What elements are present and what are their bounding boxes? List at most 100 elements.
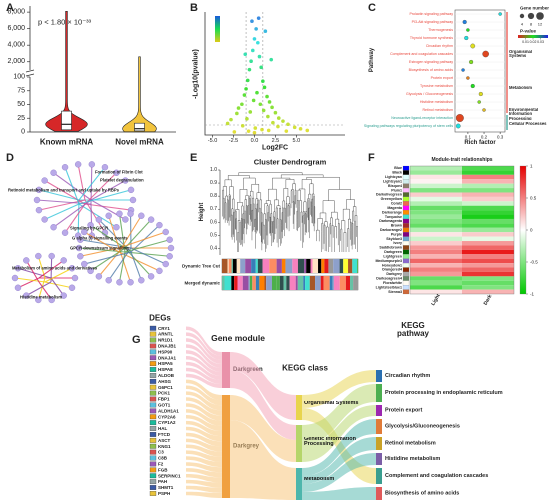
module-swatch <box>402 249 410 255</box>
heat-cell <box>462 276 514 281</box>
color-bar-segment <box>303 276 306 290</box>
row-label: Magenta <box>387 206 403 210</box>
color-bar-segment <box>297 276 304 290</box>
color-bar-segment <box>289 276 296 290</box>
module-swatch <box>402 187 410 193</box>
gene-label: CYP2A6 <box>158 414 176 419</box>
row-label: Dynamic Tree Cut <box>182 264 221 269</box>
gene-box <box>149 414 157 420</box>
sankey-flow <box>186 332 222 360</box>
row-label: Darkorange <box>382 210 402 214</box>
network-edge <box>84 203 132 211</box>
sankey-flow <box>186 438 222 452</box>
network-node <box>81 260 88 268</box>
sankey-flow <box>186 456 222 468</box>
gene-label: F2 <box>158 462 164 467</box>
color-bar-segment <box>252 276 256 290</box>
sankey-flow <box>302 370 376 408</box>
y-tick-label: 0.9 <box>210 180 217 186</box>
network-node <box>129 196 137 204</box>
legend-label: 8 <box>530 22 533 27</box>
x-tick-label: 5.0 <box>293 138 301 144</box>
plot-frame <box>454 9 506 133</box>
network-node <box>116 210 123 217</box>
y-tick-label: 100 <box>13 74 25 81</box>
network-node <box>113 169 120 176</box>
sankey-flow <box>186 474 222 483</box>
bubble <box>482 50 489 58</box>
point <box>252 37 257 41</box>
module-swatch <box>402 263 410 268</box>
heat-cell <box>410 218 462 224</box>
column-label: Light <box>430 293 441 307</box>
gene-box <box>149 367 157 372</box>
module-swatch <box>402 174 410 180</box>
color-bar-segment <box>281 259 286 273</box>
point <box>266 128 271 133</box>
y-tick-label: Prolactin signaling pathway <box>409 12 453 16</box>
sankey-flow <box>302 419 376 476</box>
gene-box <box>149 390 157 396</box>
gene-box <box>149 455 157 461</box>
sankey-flow <box>186 450 222 462</box>
heat-cell <box>462 227 514 233</box>
y-tick-label: 0.4 <box>210 245 217 251</box>
heat-cell <box>462 249 514 255</box>
module-swatch <box>402 232 410 237</box>
network-node <box>77 236 84 243</box>
heat-cell <box>410 254 462 259</box>
pathway-label: Retinol metabolism <box>385 441 436 447</box>
row-label: Mediumpurple3 <box>375 259 402 263</box>
legend-label: 4 <box>521 22 524 27</box>
network-edge <box>124 219 152 249</box>
module-swatch <box>402 240 410 246</box>
group-label: Cellular Processes <box>509 122 547 126</box>
row-label: Bisque4 <box>388 184 402 188</box>
bubble <box>482 108 486 112</box>
y-tick-label: 50 <box>17 101 25 108</box>
row-label: Darkorange2 <box>380 228 402 232</box>
network-node <box>77 253 84 260</box>
color-bar-segment <box>276 259 282 273</box>
point <box>240 102 244 107</box>
heat-cell <box>410 223 462 228</box>
color-bar-segment <box>345 276 351 290</box>
sankey-flow <box>186 462 222 473</box>
sankey-flow <box>230 395 296 462</box>
row-label: Lightcyan1 <box>383 179 402 183</box>
color-bar-segment <box>324 259 329 273</box>
heat-cell <box>462 267 514 272</box>
x-tick-label: 0.3 <box>497 135 504 140</box>
point <box>250 19 254 24</box>
gene-label: HSP90 <box>158 349 173 354</box>
module-swatch <box>402 165 410 171</box>
heat-cell <box>462 183 514 189</box>
color-bar-segment <box>283 276 287 290</box>
gene-box <box>149 396 157 402</box>
sankey-flow <box>230 352 296 420</box>
bubble <box>478 91 483 97</box>
heat-cell <box>462 170 514 175</box>
heat-cell <box>410 174 462 180</box>
point <box>251 98 256 103</box>
sankey-flow <box>302 437 376 484</box>
point <box>281 119 285 123</box>
sankey-flow <box>302 487 376 500</box>
point <box>242 93 247 97</box>
network-edge <box>78 203 117 228</box>
row-label: Ivory <box>393 241 402 245</box>
x-axis-label: Log2FC <box>262 145 288 152</box>
gene-label: ALDH1A1 <box>158 408 179 413</box>
panel-label: G <box>132 334 141 346</box>
point <box>271 120 275 125</box>
sankey-flow <box>186 326 222 356</box>
color-bar-segment <box>297 259 305 273</box>
network-edge <box>90 203 93 236</box>
y-tick-label: 0.5 <box>210 232 217 238</box>
y-tick-label: 1.0 <box>210 167 217 173</box>
heatmap-frame <box>409 165 515 295</box>
network-node <box>11 274 19 282</box>
group-label: Metabolism <box>509 86 533 90</box>
pathway-label: Histidine metabolism <box>385 456 440 462</box>
network-edge <box>78 189 132 205</box>
